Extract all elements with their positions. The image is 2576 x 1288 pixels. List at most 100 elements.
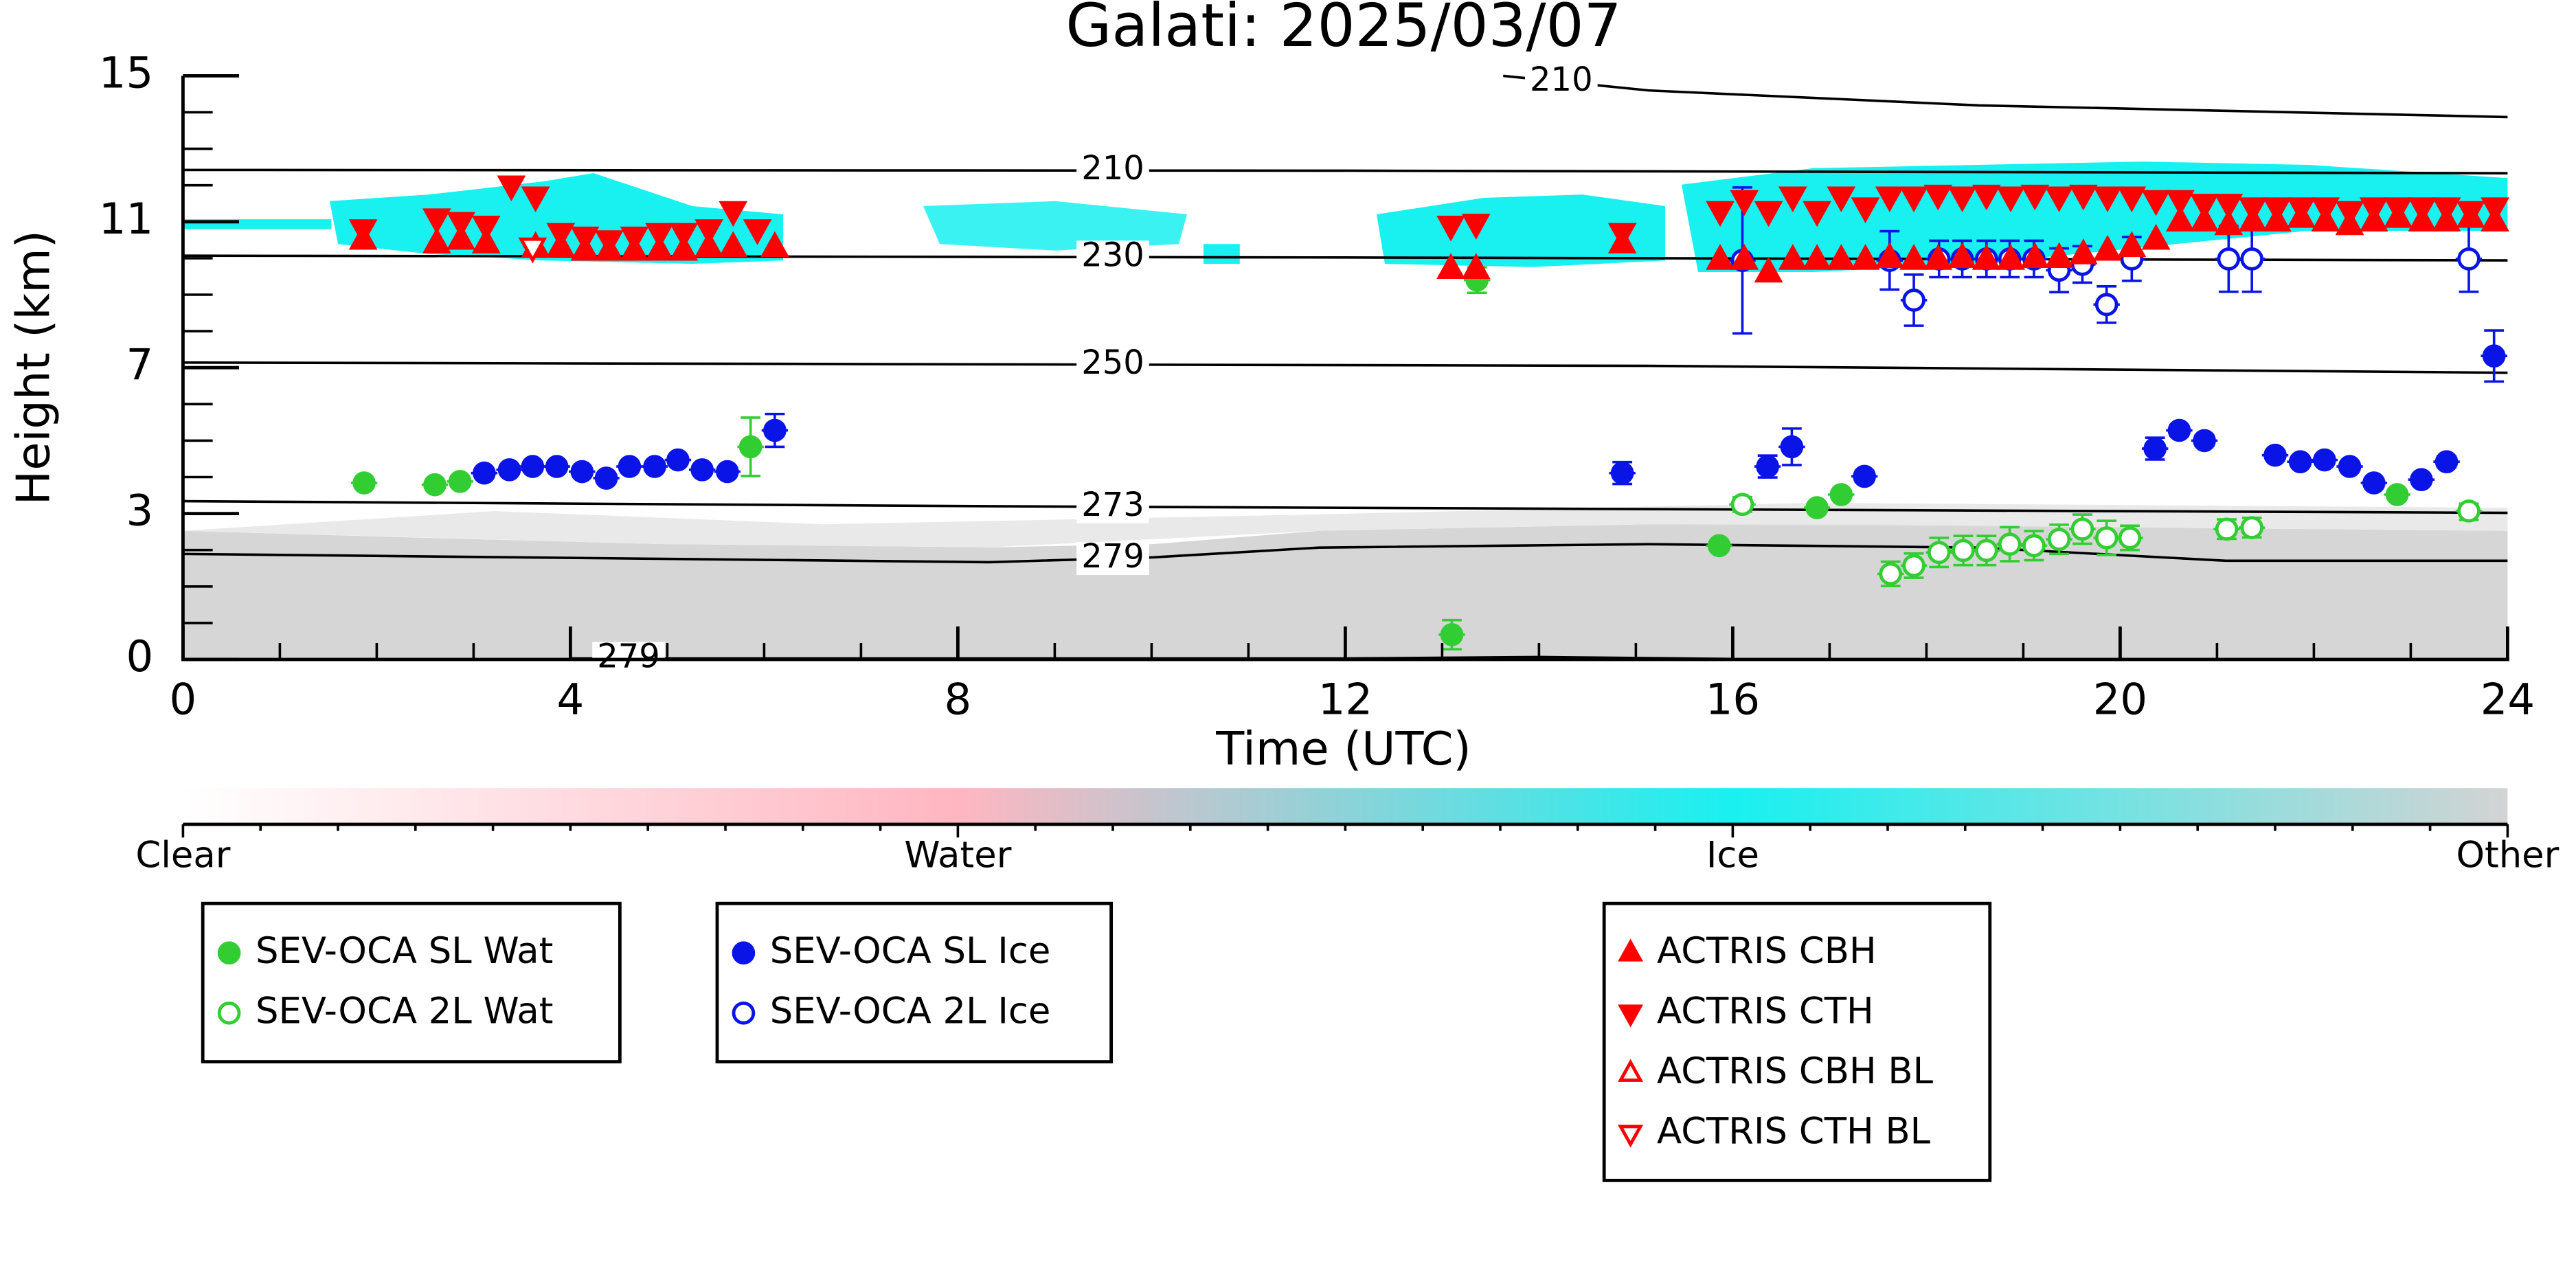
isotherm-line (183, 499, 2508, 515)
axes: 0 4 8 12 16 20 24 0 3 7 11 15 (99, 47, 2535, 724)
marker (1730, 493, 1754, 517)
marker (2313, 448, 2336, 472)
marker (1851, 197, 1880, 223)
marker (594, 466, 618, 490)
marker (1975, 539, 1998, 563)
other-class-fringe (183, 503, 2508, 547)
colorbar-label: Water (904, 835, 1011, 877)
marker (1899, 186, 1928, 213)
marker (2165, 205, 2195, 231)
marker (1875, 186, 1904, 213)
marker (594, 230, 624, 256)
x-tick-label: 0 (170, 674, 197, 724)
marker (497, 458, 521, 482)
isotherm-line (183, 361, 2508, 374)
marker (2217, 247, 2241, 271)
legend-marker (1618, 1125, 1644, 1148)
marker (1851, 244, 1880, 270)
marker (2432, 197, 2461, 223)
marker (570, 460, 594, 484)
marker (1707, 534, 1731, 558)
marker (620, 226, 649, 253)
marker (2456, 201, 2485, 227)
marker (1947, 186, 1977, 213)
marker (1827, 244, 1856, 270)
marker (2094, 526, 2119, 550)
marker (1461, 253, 1491, 279)
marker (422, 208, 451, 234)
marker (2287, 197, 2316, 223)
isotherm-label: 210 (1081, 149, 1144, 188)
marker (2408, 197, 2437, 223)
x-tick-label: 20 (2093, 674, 2147, 724)
marker (2117, 231, 2147, 258)
ice-area (1682, 161, 2508, 272)
ice-area (1204, 244, 1240, 264)
legend-marker (217, 1002, 241, 1025)
x-tick-label: 12 (1318, 674, 1372, 724)
isotherm-label: 273 (1081, 486, 1144, 524)
ice-area (1377, 194, 1665, 267)
legend-marker (1618, 938, 1644, 962)
marker (1971, 184, 2001, 211)
isotherm-label-bg (1076, 240, 1149, 274)
marker (2068, 238, 2098, 264)
legend-marker (217, 941, 241, 964)
marker (2262, 197, 2292, 223)
legend-label: SEV-OCA 2L Wat (256, 990, 553, 1032)
y-tick-label: 15 (99, 47, 153, 98)
marker (643, 455, 666, 478)
marker (2044, 242, 2074, 269)
marker (1927, 541, 1951, 565)
marker (1899, 244, 1928, 270)
marker (497, 175, 526, 202)
legend-box (715, 901, 1113, 1063)
colorbar-label: Other (2456, 835, 2559, 877)
marker (352, 471, 376, 495)
marker (1879, 562, 1903, 586)
marker (2020, 184, 2050, 211)
marker (2141, 190, 2171, 216)
legend-marker (1618, 1004, 1644, 1028)
isotherm-line (1503, 74, 2508, 119)
isotherm-label: 250 (1081, 343, 1144, 382)
marker (1947, 242, 1977, 269)
marker (743, 219, 772, 245)
marker (2215, 517, 2239, 541)
marker (1706, 201, 1735, 227)
marker (1827, 186, 1856, 213)
marker (546, 223, 576, 249)
colorbar-bar (183, 788, 2508, 824)
marker (448, 470, 472, 493)
marker (1902, 289, 1925, 312)
isotherm-label: 210 (1530, 60, 1593, 99)
marker (348, 219, 378, 245)
other-class-area (183, 524, 2508, 659)
marker (1461, 214, 1491, 240)
marker (669, 223, 699, 249)
legend-label: ACTRIS CBH (1657, 930, 1877, 972)
marker (1778, 186, 1807, 213)
colorbar: Clear Water Ice Other (135, 788, 2560, 877)
marker (521, 455, 545, 478)
marker (1875, 242, 1904, 269)
marker (760, 231, 789, 258)
marker (1853, 464, 1876, 488)
legend-marker (732, 941, 756, 964)
legend-label: SEV-OCA SL Ice (770, 930, 1051, 972)
legend-label: ACTRIS CTH BL (1657, 1111, 1931, 1153)
marker (1902, 554, 1925, 578)
marker (2362, 471, 2386, 495)
legends: SEV-OCA SL Wat SEV-OCA 2L Wat SEV-OCA SL I… (201, 901, 1992, 1182)
marker (2238, 197, 2268, 223)
marker (2311, 197, 2340, 223)
marker (1829, 483, 1853, 506)
legend-label: ACTRIS CBH BL (1657, 1050, 1934, 1092)
marker (1730, 190, 1759, 216)
marker (2047, 528, 2071, 551)
marker (645, 223, 674, 249)
ice-area (923, 201, 1187, 251)
marker (2359, 197, 2388, 223)
marker (2263, 443, 2287, 467)
